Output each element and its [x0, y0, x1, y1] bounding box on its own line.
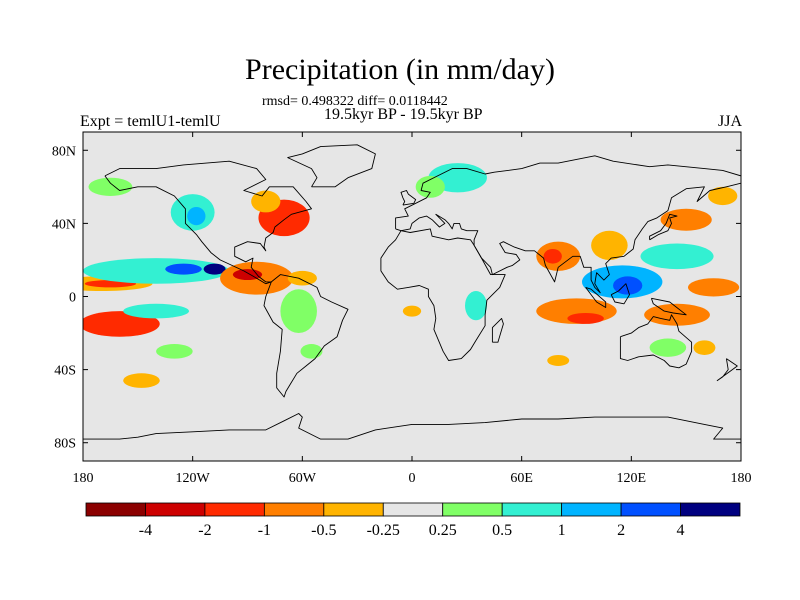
coastline-eurasia: [395, 155, 741, 294]
anomaly-patch-alaska-green: [88, 177, 133, 196]
x-tick-label: 60W: [289, 471, 317, 486]
anomaly-patch-amazon-orange: [287, 270, 317, 286]
colorbar-swatch: [680, 502, 741, 517]
colorbar-swatch: [263, 502, 325, 517]
rmsd-diff-stats: rmsd= 0.498322 diff= 0.0118442: [262, 94, 448, 109]
coastline-south-america: [263, 274, 349, 398]
anomaly-patch-arabia-orange: [497, 265, 528, 284]
colorbar-swatch: [382, 502, 444, 517]
anomaly-field: [83, 144, 740, 430]
y-tick-label: 80S: [54, 437, 76, 452]
experiment-label: Expt = temlU1-temlU: [80, 113, 221, 130]
coastlines: [83, 144, 741, 450]
colorbar-label: 1: [558, 522, 566, 539]
anomaly-patch-japan-dry: [660, 208, 712, 231]
anomaly-patch-southeast-pacific-orange: [123, 373, 160, 388]
colorbar-swatch: [442, 502, 503, 517]
colorbar-swatch: [561, 502, 622, 517]
y-tick-label: 40N: [52, 217, 76, 232]
y-tick-label: 40S: [54, 364, 76, 379]
colorbar-label: -0.25: [367, 522, 400, 539]
colorbar-swatch: [85, 502, 146, 517]
anomaly-patch-southern-ocean-orange: [591, 418, 635, 430]
coastline-madagascar: [491, 317, 504, 343]
anomaly-patch-south-indian-orange: [547, 354, 570, 366]
anomaly-patch-south-pacific-wet: [123, 303, 190, 319]
colorbar-swatch: [620, 502, 681, 517]
coastline-sumatra: [585, 286, 607, 308]
x-tick-label: 120E: [617, 471, 647, 486]
anomaly-patch-australia-north-dry: [644, 303, 710, 326]
x-tick-label: 180: [73, 471, 94, 486]
colorbar-label: -2: [198, 522, 211, 539]
anomaly-patch-africa-west-orange: [402, 305, 422, 317]
colorbar-swatch: [204, 502, 265, 517]
anomaly-patch-pacific-wet-strong: [203, 263, 226, 275]
period-label: 19.5kyr BP - 19.5kyr BP: [324, 106, 483, 123]
anomaly-patch-amazon-green: [280, 289, 317, 334]
anomaly-patch-west-pacific-wet: [640, 243, 714, 270]
anomaly-patch-europe-green: [415, 175, 445, 198]
anomaly-patch-atlantic-orange: [384, 263, 422, 275]
x-tick-label: 0: [409, 471, 416, 486]
x-tick-label: 60E: [510, 471, 533, 486]
colorbar-label: -4: [139, 522, 152, 539]
coastline-new-zealand: [716, 358, 738, 382]
anomaly-patch-south-pacific-green: [156, 344, 193, 359]
anomaly-patch-east-africa-wet: [465, 291, 487, 321]
anomaly-patch-tasman-orange: [693, 340, 716, 355]
anomaly-patch-maritime-wet-core: [613, 276, 643, 295]
coastline-antarctica: [83, 413, 741, 450]
coastline-new-guinea: [650, 297, 687, 316]
coastline-australia: [619, 314, 693, 369]
season-label: JJA: [717, 113, 742, 130]
anomaly-patch-north-atlantic-orange: [251, 190, 281, 213]
coastline-japan: [649, 213, 678, 241]
colorbar-swatch: [323, 502, 384, 517]
anomaly-patch-north-america-wet-core: [187, 206, 206, 226]
colorbar-label: 4: [677, 522, 685, 539]
anomaly-patch-australia-green: [649, 338, 687, 357]
coastline-britain: [400, 190, 417, 206]
x-tick-label: 180: [731, 471, 752, 486]
anomaly-patch-china-orange: [591, 230, 628, 260]
anomaly-patch-pacific-wet-core: [165, 263, 202, 275]
colorbar-label: 0.5: [492, 522, 512, 539]
map-background-fill: [83, 132, 741, 461]
colorbar-label: -0.5: [311, 522, 336, 539]
coastline-greenland: [287, 144, 376, 188]
anomaly-patch-canada-orange: [167, 144, 219, 156]
map-background: [83, 132, 741, 461]
anomaly-patch-siberia-orange: [486, 159, 539, 178]
anomaly-patch-north-pacific-orange: [708, 186, 738, 206]
y-tick-label: 0: [69, 291, 76, 306]
anomaly-patch-indian-ocean-dry-core: [567, 312, 604, 324]
anomaly-patch-greenland-orange: [311, 159, 349, 178]
anomaly-patch-india-dry-core: [543, 248, 562, 264]
colorbar: -4 -2 -1 -0.5 -0.25 0.25 0.5 1 2 4: [85, 502, 741, 539]
y-tick-label: 80N: [52, 144, 76, 159]
colorbar-label: 0.25: [429, 522, 457, 539]
colorbar-label: -1: [258, 522, 271, 539]
colorbar-swatch: [145, 502, 206, 517]
page-title: Precipitation (in mm/day): [245, 53, 555, 86]
anomaly-patch-south-atlantic-green: [300, 344, 323, 359]
coastline-borneo: [610, 283, 630, 305]
x-tick-label: 120W: [176, 471, 211, 486]
colorbar-label: 2: [617, 522, 625, 539]
anomaly-patch-russia-orange: [474, 194, 497, 217]
coastline-africa: [380, 228, 506, 361]
colorbar-swatch: [501, 502, 563, 517]
map-axes: 180 120W 60W 0 60E 120E 180 80N 40N 0 40S 80S: [52, 132, 752, 486]
coastline-north-america: [104, 160, 312, 285]
anomaly-patch-south-atlantic-orange: [320, 353, 358, 368]
anomaly-patch-west-pacific-dry: [687, 278, 740, 297]
